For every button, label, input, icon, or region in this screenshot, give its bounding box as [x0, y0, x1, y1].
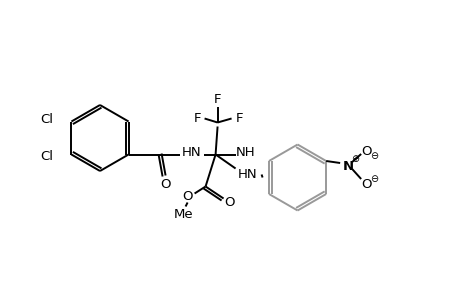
Text: O: O	[224, 196, 234, 209]
Text: F: F	[213, 93, 221, 106]
Text: HN: HN	[237, 168, 257, 181]
Text: Cl: Cl	[40, 113, 53, 126]
Text: ⊕: ⊕	[350, 154, 358, 164]
Text: O: O	[160, 178, 170, 191]
Text: HN: HN	[181, 146, 201, 159]
Text: NH: NH	[235, 146, 255, 159]
Text: O: O	[182, 190, 192, 203]
Text: N: N	[342, 160, 353, 172]
Text: F: F	[193, 112, 201, 125]
Text: F: F	[235, 112, 243, 125]
Text: ⊖: ⊖	[369, 174, 377, 184]
Text: Me: Me	[174, 208, 193, 221]
Text: ⊖: ⊖	[369, 151, 377, 161]
Text: O: O	[360, 178, 370, 190]
Text: Cl: Cl	[40, 150, 53, 163]
Text: O: O	[360, 145, 370, 158]
